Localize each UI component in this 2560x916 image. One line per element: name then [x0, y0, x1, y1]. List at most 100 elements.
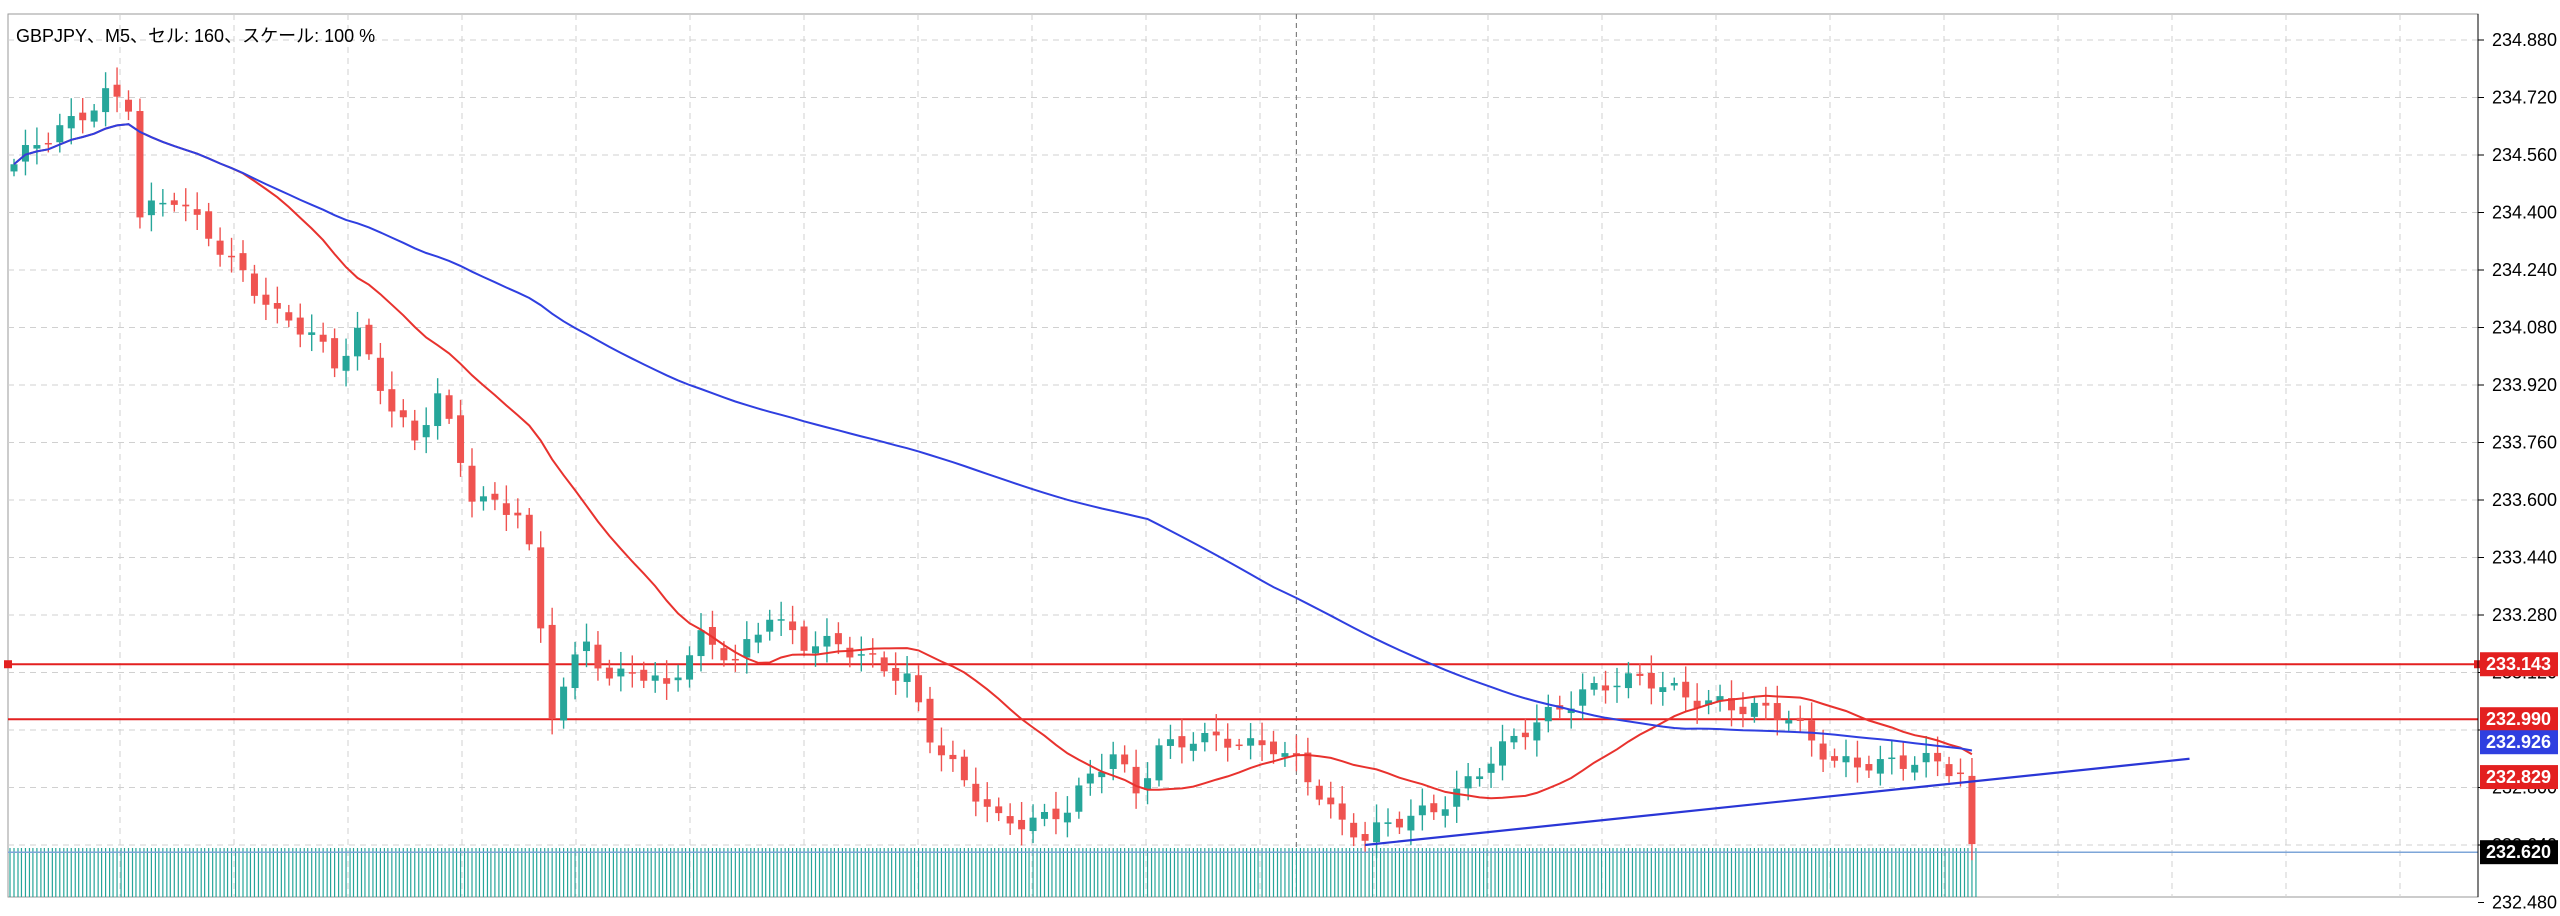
candle-body	[880, 657, 888, 672]
candle-body	[216, 240, 224, 255]
candle-body	[147, 200, 155, 216]
candle-body	[1132, 766, 1140, 794]
candle-body	[1373, 822, 1381, 843]
y-tick-label: 233.440	[2492, 548, 2557, 568]
candle-body	[1224, 738, 1232, 748]
candle-body	[296, 317, 304, 335]
price-tag-label: 232.990	[2486, 709, 2551, 729]
candle-body	[983, 799, 991, 807]
candle-body	[1315, 785, 1323, 800]
candle-body	[548, 624, 556, 719]
candle-body	[1739, 706, 1747, 715]
candle-body	[1464, 776, 1472, 789]
candle-body	[1624, 673, 1632, 689]
candle-body	[365, 324, 373, 355]
candle-body	[1155, 745, 1163, 781]
candle-body	[228, 255, 236, 258]
candle-body	[1350, 822, 1358, 838]
candle-body	[1762, 702, 1770, 706]
candle-body	[1602, 685, 1610, 691]
candle-body	[1773, 703, 1781, 720]
candle-body	[1407, 815, 1415, 831]
candle-body	[1189, 743, 1197, 751]
candle-body	[1636, 673, 1644, 676]
candle-body	[239, 253, 247, 271]
candle-body	[560, 686, 568, 721]
candle-body	[743, 639, 751, 658]
trendline-layer[interactable]	[1364, 757, 2190, 847]
y-tick-label: 233.600	[2492, 490, 2557, 510]
candle-body	[21, 145, 29, 162]
trendline[interactable]	[1364, 757, 2190, 847]
candle-body	[674, 677, 682, 681]
candle-body	[1029, 817, 1037, 832]
candle-body	[949, 754, 957, 760]
candle-body	[159, 202, 167, 205]
candle-body	[777, 619, 785, 621]
candle-body	[1258, 740, 1266, 746]
moving-averages	[13, 123, 1973, 800]
candle-body	[1876, 759, 1884, 774]
y-tick-label: 234.560	[2492, 145, 2557, 165]
candle-body	[193, 209, 201, 215]
candle-body	[857, 654, 865, 656]
y-tick-label: 233.280	[2492, 605, 2557, 625]
candle-body	[663, 678, 671, 684]
candle-body	[1166, 739, 1174, 746]
y-tick-label: 234.400	[2492, 203, 2557, 223]
candle-body	[113, 84, 121, 97]
candle-body	[1304, 752, 1312, 783]
candle-body	[136, 111, 144, 218]
candle-body	[571, 654, 579, 689]
candle-body	[1075, 785, 1083, 812]
line-anchor-handle[interactable]	[4, 660, 12, 669]
candle-body	[1670, 683, 1678, 686]
horizontal-price-lines[interactable]	[4, 660, 2482, 853]
candle-body	[1647, 672, 1655, 689]
y-tick-label: 234.880	[2492, 30, 2557, 50]
candle-body	[926, 698, 934, 743]
candle-body	[915, 675, 923, 703]
candle-body	[1968, 775, 1976, 845]
candle-body	[834, 633, 842, 645]
candle-body	[514, 512, 522, 516]
candle-body	[1682, 681, 1690, 698]
candlesticks	[10, 67, 1976, 861]
candle-body	[1361, 834, 1369, 841]
candle-body	[491, 493, 499, 500]
candle-body	[79, 112, 87, 121]
candle-body	[1430, 803, 1438, 813]
candle-body	[1441, 809, 1449, 816]
candle-body	[731, 658, 739, 661]
candle-body	[319, 334, 327, 342]
candle-body	[846, 647, 854, 658]
candle-body	[1945, 764, 1953, 777]
candle-body	[388, 389, 396, 412]
candle-body	[445, 395, 453, 419]
candle-body	[1144, 778, 1152, 790]
candle-body	[1590, 683, 1598, 690]
candle-body	[125, 99, 132, 112]
candle-body	[399, 410, 407, 418]
candle-body	[812, 646, 819, 654]
candle-body	[640, 669, 648, 681]
candle-body	[525, 514, 533, 545]
candle-body	[628, 672, 636, 674]
candle-body	[937, 745, 945, 756]
candle-body	[869, 653, 877, 655]
candle-body	[354, 327, 361, 357]
candle-body	[273, 303, 281, 309]
candle-body	[1888, 757, 1896, 760]
candle-body	[331, 338, 339, 369]
candle-body	[90, 110, 98, 122]
candle-body	[1544, 706, 1552, 722]
candle-body	[766, 619, 774, 632]
price-labels: 233.143 232.990 232.926 232.829 232.620	[2480, 652, 2558, 865]
candle-body	[1395, 818, 1403, 828]
candle-body	[892, 667, 900, 681]
y-tick-label: 234.240	[2492, 260, 2557, 280]
price-tag-label: 232.829	[2486, 767, 2551, 787]
candle-body	[1750, 702, 1758, 717]
